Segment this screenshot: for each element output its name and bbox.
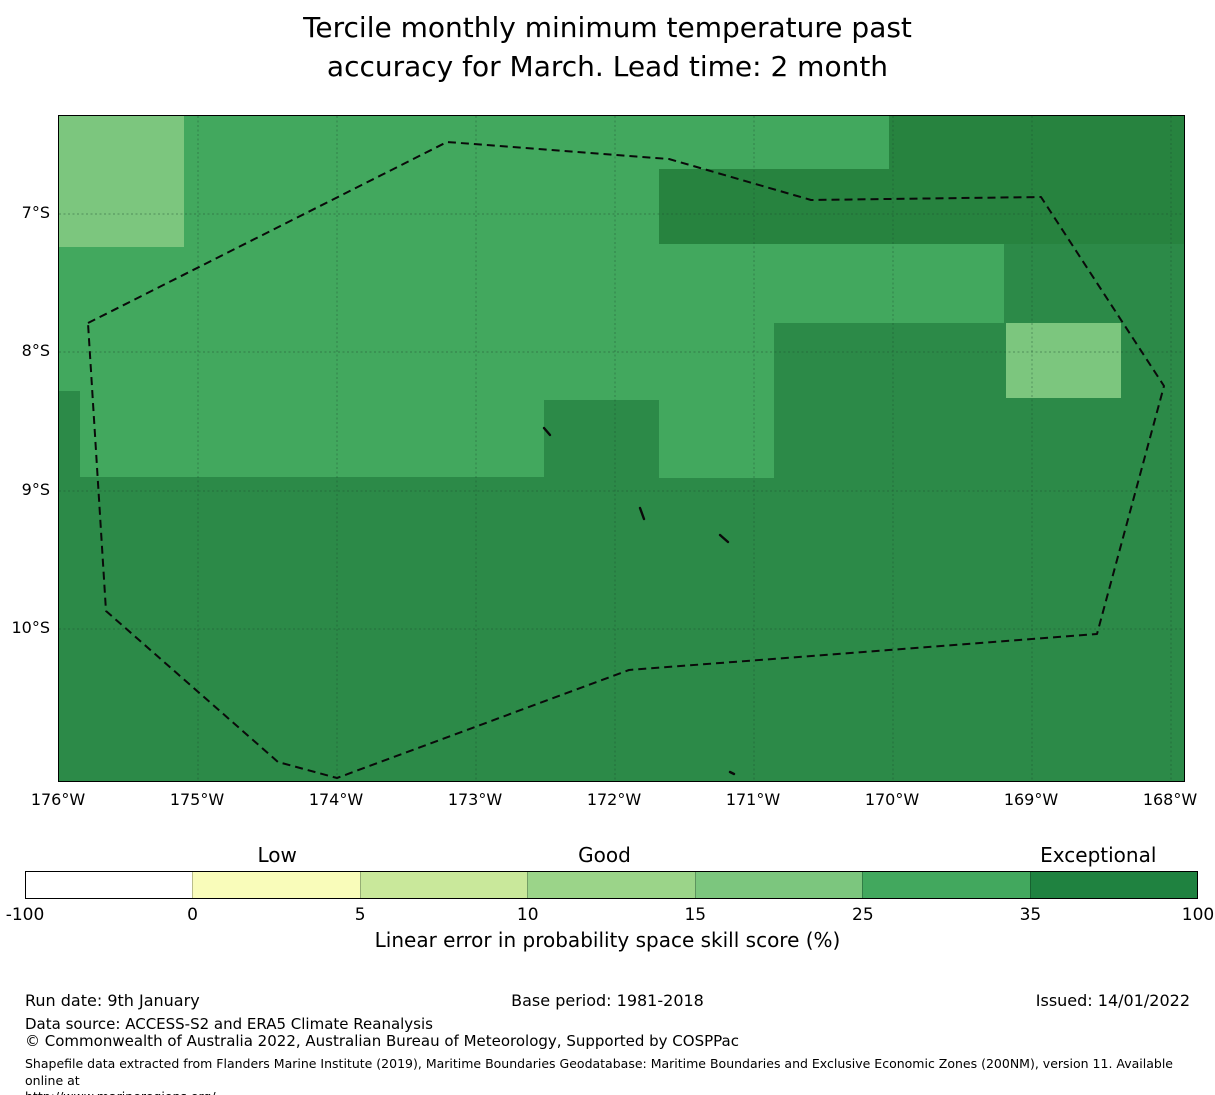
map-region-east-light-cell xyxy=(1006,323,1121,398)
longitude-tick-label: 170°W xyxy=(864,790,920,809)
map-region-nw-light-cell xyxy=(59,116,184,247)
longitude-tick-label: 169°W xyxy=(1003,790,1059,809)
issued-text: Issued: 14/01/2022 xyxy=(1035,991,1190,1010)
longitude-tick-label: 172°W xyxy=(586,790,642,809)
map-panel xyxy=(58,115,1185,782)
colorbar-segment xyxy=(359,872,528,898)
colorbar-tick-label: 15 xyxy=(684,905,707,925)
colorbar-category-exceptional: Exceptional xyxy=(1040,843,1157,867)
colorbar-caption: Linear error in probability space skill … xyxy=(374,928,841,952)
shapefile-attribution: Shapefile data extracted from Flanders M… xyxy=(25,1056,1195,1095)
map-region-upper-left-medium-b xyxy=(59,247,659,391)
longitude-tick-label: 175°W xyxy=(169,790,225,809)
latitude-tick-label: 9°S xyxy=(21,480,50,499)
island-mark xyxy=(728,770,736,776)
map-region-central-medium-band xyxy=(659,244,1004,323)
map-region-west-medium-shelf xyxy=(80,400,544,477)
island-mark xyxy=(542,426,552,437)
shapefile-line-1: Shapefile data extracted from Flanders M… xyxy=(25,1056,1173,1088)
colorbar-tick-label: 25 xyxy=(852,905,874,925)
latitude-tick-label: 10°S xyxy=(11,618,50,637)
colorbar-segment xyxy=(26,872,193,898)
colorbar-tick-label: 35 xyxy=(1019,905,1042,925)
map-region-top-band-medium xyxy=(184,116,889,169)
title-line-2: accuracy for March. Lead time: 2 month xyxy=(326,50,889,83)
colorbar-tick-label: 5 xyxy=(354,905,366,925)
colorbar-category-low: Low xyxy=(257,843,297,867)
shapefile-line-2: http://www.marineregions.org/. xyxy=(25,1089,1195,1095)
island-mark xyxy=(718,533,730,544)
map-region-ne-corner-dark xyxy=(889,116,1184,169)
longitude-tick-label: 174°W xyxy=(308,790,364,809)
latitude-tick-label: 8°S xyxy=(21,341,50,360)
map-region-central-medium-column xyxy=(659,323,774,478)
map-cell-layer xyxy=(59,116,1184,781)
colorbar-category-good: Good xyxy=(578,843,631,867)
map-region-upper-left-medium-c xyxy=(80,391,659,400)
title-line-1: Tercile monthly minimum temperature past xyxy=(303,11,912,44)
run-date-text: Run date: 9th January xyxy=(25,991,200,1010)
colorbar-tick-label: 10 xyxy=(516,905,539,925)
page-title: Tercile monthly minimum temperature past… xyxy=(0,8,1215,86)
longitude-tick-label: 168°W xyxy=(1142,790,1198,809)
eez-boundary-line xyxy=(87,141,1165,779)
colorbar-segment xyxy=(694,872,863,898)
island-mark xyxy=(638,506,646,521)
colorbar-tick-label: -100 xyxy=(5,905,45,925)
base-period-text: Base period: 1981-2018 xyxy=(511,991,704,1010)
colorbar-segment xyxy=(862,872,1030,898)
colorbar-segment xyxy=(192,872,360,898)
longitude-tick-label: 176°W xyxy=(30,790,86,809)
copyright-text: © Commonwealth of Australia 2022, Austra… xyxy=(25,1032,739,1050)
data-source-text: Data source: ACCESS-S2 and ERA5 Climate … xyxy=(25,1015,433,1033)
colorbar xyxy=(25,871,1198,899)
colorbar-segment xyxy=(527,872,695,898)
map-overlay xyxy=(59,116,1184,781)
latitude-tick-label: 7°S xyxy=(21,203,50,222)
colorbar-segment xyxy=(1029,872,1197,898)
colorbar-tick-label: 0 xyxy=(187,905,198,925)
colorbar-tick-label: 100 xyxy=(1181,905,1215,925)
longitude-tick-label: 173°W xyxy=(447,790,503,809)
longitude-tick-label: 171°W xyxy=(725,790,781,809)
